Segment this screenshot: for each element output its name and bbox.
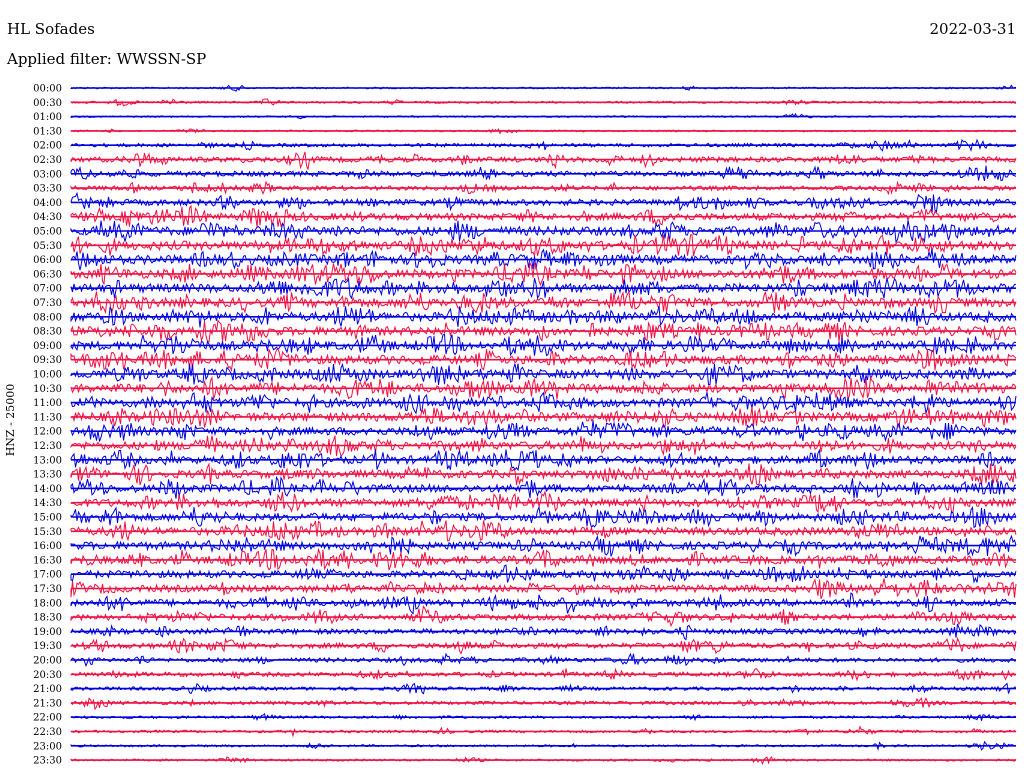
row-time-label: 21:30: [33, 698, 62, 709]
seismic-trace-row: [70, 191, 1017, 214]
row-time-label: 07:30: [33, 298, 62, 309]
row-time-label: 15:00: [33, 513, 62, 524]
row-time-label: 11:00: [33, 398, 62, 409]
row-time-label: 18:30: [33, 613, 62, 624]
row-time-label: 23:00: [33, 741, 62, 752]
row-time-label: 12:30: [33, 441, 62, 452]
row-time-label: 06:00: [33, 255, 62, 266]
filter-label: Applied filter: WWSSN-SP: [7, 50, 207, 68]
row-time-label: 09:00: [33, 341, 62, 352]
seismic-trace-row: [70, 151, 1017, 170]
seismic-trace-row: [70, 636, 1017, 655]
row-time-label: 10:00: [33, 370, 62, 381]
row-time-label: 01:30: [33, 126, 62, 137]
seismic-trace-row: [70, 667, 1017, 682]
row-time-label: 17:30: [33, 584, 62, 595]
row-time-label: 13:00: [33, 455, 62, 466]
seismic-trace-row: [70, 605, 1017, 628]
row-time-label: 00:00: [33, 84, 62, 95]
row-time-label: 08:30: [33, 327, 62, 338]
row-time-label: 14:00: [33, 484, 62, 495]
row-time-label: 03:00: [33, 169, 62, 180]
row-time-label: 22:00: [33, 713, 62, 724]
row-time-label: 03:30: [33, 184, 62, 195]
row-time-label: 16:00: [33, 541, 62, 552]
row-time-label: 23:30: [33, 756, 62, 767]
row-time-label: 12:00: [33, 427, 62, 438]
row-time-label: 19:30: [33, 641, 62, 652]
row-time-label: 11:30: [33, 412, 62, 423]
seismic-trace-row: [70, 505, 1017, 529]
row-time-label: 01:00: [33, 112, 62, 123]
row-time-label: 10:30: [33, 384, 62, 395]
row-time-label: 04:30: [33, 212, 62, 223]
seismic-trace-row: [70, 362, 1017, 386]
date-label: 2022-03-31: [929, 20, 1016, 38]
row-time-label: 20:00: [33, 656, 62, 667]
seismic-trace-row: [70, 290, 1017, 315]
row-time-label: 18:00: [33, 598, 62, 609]
row-time-label: 02:00: [33, 141, 62, 152]
row-time-label: 21:00: [33, 684, 62, 695]
row-time-label: 00:30: [33, 98, 62, 109]
row-time-label: 09:30: [33, 355, 62, 366]
row-time-label: 06:30: [33, 269, 62, 280]
row-time-label: 05:00: [33, 227, 62, 238]
row-time-label: 05:30: [33, 241, 62, 252]
row-time-label: 22:30: [33, 727, 62, 738]
seismic-trace-row: [70, 652, 1017, 668]
station-title: HL Sofades: [7, 20, 95, 38]
seismic-trace-row: [70, 333, 1017, 357]
row-time-label: 08:00: [33, 312, 62, 323]
seismic-trace-row: [70, 248, 1017, 271]
row-time-label: 16:30: [33, 555, 62, 566]
seismic-trace-row: [70, 490, 1017, 514]
row-time-label: 19:00: [33, 627, 62, 638]
seismic-trace-row: [70, 520, 1017, 542]
row-time-label: 17:00: [33, 570, 62, 581]
row-time-label: 14:30: [33, 498, 62, 509]
row-time-label: 04:00: [33, 198, 62, 209]
row-time-label: 13:30: [33, 470, 62, 481]
seismic-trace-row: [70, 391, 1017, 415]
seismic-trace-row: [70, 138, 1017, 152]
row-time-label: 07:00: [33, 284, 62, 295]
row-time-label: 15:30: [33, 527, 62, 538]
row-time-label: 02:30: [33, 155, 62, 166]
seismic-trace-row: [70, 406, 1017, 429]
row-time-label: 20:30: [33, 670, 62, 681]
seismic-trace-row: [70, 375, 1017, 400]
